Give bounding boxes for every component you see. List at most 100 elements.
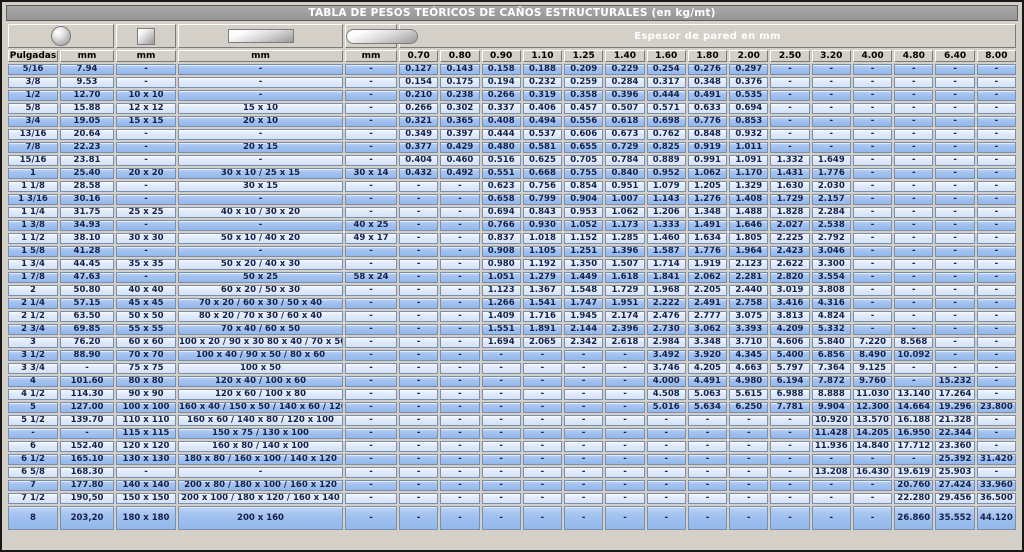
cell: 2.618 bbox=[605, 337, 645, 348]
cell: - bbox=[976, 246, 1016, 257]
cell: - bbox=[894, 363, 934, 374]
column-header: 1.60 bbox=[646, 50, 686, 62]
column-header: Pulgadas bbox=[8, 50, 58, 62]
cell: - bbox=[345, 142, 397, 153]
oval-tube-header-cell bbox=[345, 24, 418, 48]
cell: 5.797 bbox=[770, 363, 810, 374]
cell: 1.051 bbox=[481, 272, 521, 283]
cell: 1.007 bbox=[605, 194, 645, 205]
cell: 2.396 bbox=[605, 324, 645, 335]
cell: - bbox=[976, 428, 1016, 439]
cell: 2.174 bbox=[605, 311, 645, 322]
cell: - bbox=[687, 441, 728, 452]
cell: 1 3/8 bbox=[8, 220, 58, 231]
cell: 12 x 12 bbox=[116, 103, 176, 114]
cell: - bbox=[894, 285, 934, 296]
table-row: 15/16 23.81- - -0.404 0.460 0.516 0.625 0.705 0.… bbox=[8, 155, 1016, 166]
cell: 0.784 bbox=[605, 155, 645, 166]
cell: - bbox=[399, 480, 439, 491]
cell: - bbox=[976, 220, 1016, 231]
cell: - bbox=[522, 467, 563, 478]
cell: - bbox=[894, 233, 934, 244]
cell: 3.075 bbox=[729, 311, 769, 322]
cell: 0.766 bbox=[481, 220, 521, 231]
cell: - bbox=[440, 298, 480, 309]
cell: 0.297 bbox=[729, 64, 769, 75]
cell: - bbox=[481, 389, 521, 400]
table-row: 3 76.20 60 x 60 100 x 20 / 90 x 30 80 x 40 … bbox=[8, 337, 1016, 348]
cell: 2.062 bbox=[687, 272, 728, 283]
cell: 9.904 bbox=[811, 402, 851, 413]
cell: 1.062 bbox=[687, 168, 728, 179]
cell: - bbox=[852, 285, 893, 296]
cell: 0.209 bbox=[564, 64, 604, 75]
cell: - bbox=[481, 467, 521, 478]
cell: 15 x 15 bbox=[116, 116, 176, 127]
cell: 0.840 bbox=[605, 168, 645, 179]
table-row: 7 177.80 140 x 140 200 x 80 / 180 x 100 / 1… bbox=[8, 480, 1016, 491]
cell: 0.154 bbox=[399, 77, 439, 88]
cell: 1.192 bbox=[522, 259, 563, 270]
cell: 20.64 bbox=[60, 129, 114, 140]
cell: - bbox=[60, 428, 114, 439]
cell: - bbox=[60, 363, 114, 374]
cell: 1.367 bbox=[522, 285, 563, 296]
cell: 49 x 17 bbox=[345, 233, 397, 244]
table-row: 1 3/16 30.16- - - - -0.658 0.799 0.904 1.007 1.14… bbox=[8, 194, 1016, 205]
oval-tube-icon bbox=[346, 28, 418, 44]
cell: 5 1/2 bbox=[8, 415, 58, 426]
cell: 1.205 bbox=[687, 181, 728, 192]
cell: 2.157 bbox=[811, 194, 851, 205]
cell: - bbox=[811, 77, 851, 88]
cell: - bbox=[687, 467, 728, 478]
cell: - bbox=[399, 506, 439, 530]
cell: 0.952 bbox=[646, 168, 686, 179]
cell: 2.065 bbox=[522, 337, 563, 348]
cell: 200 x 160 bbox=[178, 506, 343, 530]
round-tube-header-cell bbox=[8, 24, 114, 48]
cell: - bbox=[852, 493, 893, 504]
cell: 1.123 bbox=[481, 285, 521, 296]
cell: 88.90 bbox=[60, 350, 114, 361]
cell: 0.980 bbox=[481, 259, 521, 270]
cell: 0.668 bbox=[522, 168, 563, 179]
cell: - bbox=[345, 298, 397, 309]
cell: - bbox=[646, 467, 686, 478]
cell: 15 x 10 bbox=[178, 103, 343, 114]
cell: 14.664 bbox=[894, 402, 934, 413]
cell: - bbox=[564, 350, 604, 361]
cell: 5.840 bbox=[811, 337, 851, 348]
cell: - bbox=[852, 272, 893, 283]
cell: - bbox=[852, 142, 893, 153]
cell: 1.964 bbox=[729, 246, 769, 257]
cell: - bbox=[178, 155, 343, 166]
cell: - bbox=[605, 363, 645, 374]
cell: 9.53 bbox=[60, 77, 114, 88]
cell: - bbox=[605, 480, 645, 491]
cell: 4.980 bbox=[729, 376, 769, 387]
cell: - bbox=[522, 441, 563, 452]
table-row: 3 3/4-75 x 75 100 x 50- - - - - - -3.746 4.205 4.… bbox=[8, 363, 1016, 374]
cell: - bbox=[976, 233, 1016, 244]
cell: 3/8 bbox=[8, 77, 58, 88]
cell: - bbox=[729, 493, 769, 504]
cell: - bbox=[894, 64, 934, 75]
cell: 1 1/4 bbox=[8, 207, 58, 218]
cell: 10 x 10 bbox=[116, 90, 176, 101]
cell: - bbox=[976, 259, 1016, 270]
cell: 0.848 bbox=[687, 129, 728, 140]
cell: 10.092 bbox=[894, 350, 934, 361]
cell: - bbox=[564, 389, 604, 400]
wall-thickness-header: Espesor de pared en mm bbox=[399, 24, 1016, 48]
cell: 4.508 bbox=[646, 389, 686, 400]
cell: 4.316 bbox=[811, 298, 851, 309]
cell: 2.440 bbox=[729, 285, 769, 296]
cell: - bbox=[481, 506, 521, 530]
cell: 1.694 bbox=[481, 337, 521, 348]
cell: - bbox=[894, 194, 934, 205]
cell: - bbox=[178, 90, 343, 101]
cell: - bbox=[116, 64, 176, 75]
cell: 20 x 10 bbox=[178, 116, 343, 127]
cell: 6 1/2 bbox=[8, 454, 58, 465]
cell: 5.400 bbox=[770, 350, 810, 361]
